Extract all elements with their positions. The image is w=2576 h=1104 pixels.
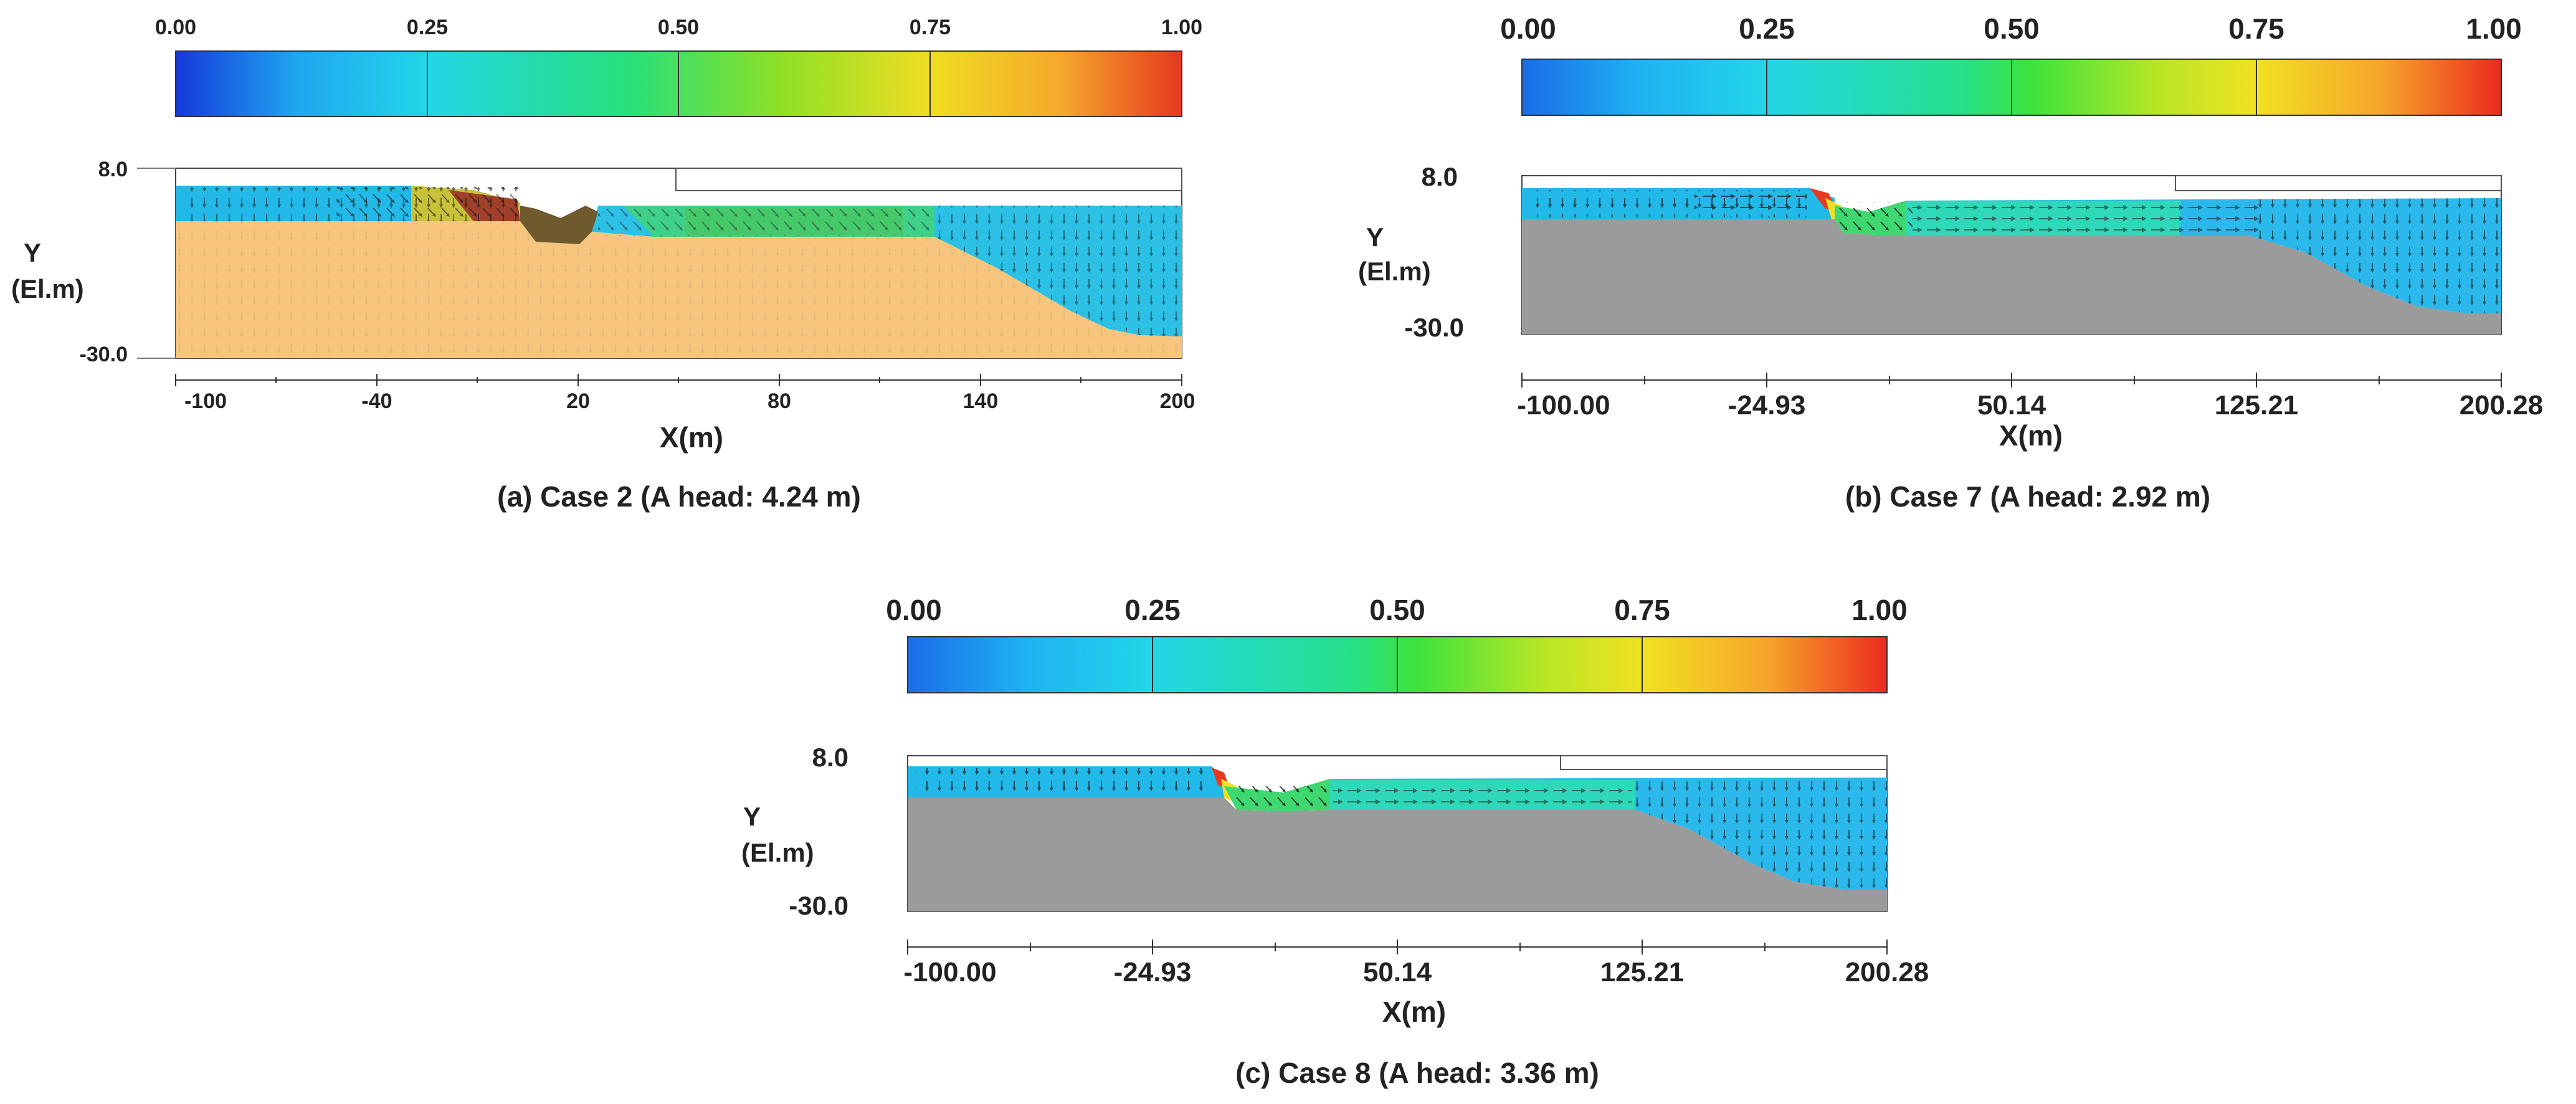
x-tick-c-2: 50.14: [1363, 957, 1432, 987]
x-tick-a-3: 80: [768, 389, 791, 413]
y-axis-c-bottom: -30.0: [789, 891, 848, 920]
y-axis-c-label-unit: (El.m): [741, 838, 814, 867]
colorbar-a: 0.00 0.25 0.50 0.75 1.00: [155, 16, 1202, 117]
x-tick-b-1: -24.93: [1728, 390, 1806, 421]
ground-c: [908, 797, 1887, 911]
colorbar-b-tick-4: 1.00: [2466, 12, 2522, 45]
x-axis-c-label: X(m): [1382, 996, 1446, 1028]
y-axis-c-top: 8.0: [812, 743, 848, 772]
x-tick-c-0: -100.00: [903, 957, 996, 987]
x-tick-c-4: 200.28: [1845, 957, 1929, 987]
panel-a: 0.00 0.25 0.50 0.75 1.00: [11, 16, 1202, 513]
y-axis-b-label: Y: [1366, 222, 1384, 252]
x-tick-b-0: -100.00: [1517, 390, 1610, 421]
x-tick-a-0: -100: [184, 389, 227, 413]
x-tick-b-3: 125.21: [2215, 390, 2299, 421]
panel-c: 0.00 0.25 0.50 0.75 1.00 8.0 -30.0 Y (El…: [741, 594, 1929, 1089]
colorbar-b-tick-2: 0.50: [1984, 12, 2040, 45]
panel-b: 0.00 0.25 0.50 0.75 1.00 8.0 -30.0 Y (El…: [1358, 12, 2543, 513]
colorbar-a-tick-3: 0.75: [910, 16, 951, 39]
colorbar-c-tick-2: 0.50: [1369, 594, 1425, 626]
x-tick-a-1: -40: [361, 389, 392, 413]
y-axis-a-top: 8.0: [98, 158, 128, 181]
caption-c: (c) Case 8 (A head: 3.36 m): [1235, 1057, 1599, 1089]
ground-b: [1522, 219, 2501, 335]
colorbar-b: 0.00 0.25 0.50 0.75 1.00: [1500, 12, 2522, 116]
x-axis-b-label: X(m): [1999, 419, 2063, 452]
x-tick-c-1: -24.93: [1114, 957, 1192, 987]
y-axis-a-bottom: -30.0: [80, 343, 128, 366]
plot-b: 8.0 -30.0 Y (El.m) -100.00 -24.93 50.14 …: [1358, 162, 2543, 452]
colorbar-c-tick-0: 0.00: [886, 594, 942, 626]
colorbar-c-tick-1: 0.25: [1124, 594, 1181, 626]
x-tick-c-3: 125.21: [1600, 957, 1685, 987]
y-axis-b-top: 8.0: [1422, 162, 1458, 191]
colorbar-b-tick-0: 0.00: [1500, 12, 1556, 45]
y-axis-a-label-unit: (El.m): [11, 274, 84, 303]
x-tick-b-2: 50.14: [1977, 390, 2046, 421]
colorbar-a-tick-0: 0.00: [155, 16, 196, 39]
plot-c: 8.0 -30.0 Y (El.m) -100.00 -24.93 50.14 …: [741, 743, 1929, 1028]
colorbar-a-tick-4: 1.00: [1161, 16, 1202, 39]
colorbar-a-tick-1: 0.25: [407, 16, 448, 39]
y-axis-b-label-unit: (El.m): [1358, 257, 1431, 286]
colorbar-b-tick-1: 0.25: [1739, 12, 1795, 45]
caption-b: (b) Case 7 (A head: 2.92 m): [1845, 480, 2210, 513]
x-tick-a-4: 140: [963, 389, 999, 413]
x-axis-a-label: X(m): [660, 421, 723, 454]
y-axis-c-label: Y: [743, 802, 761, 831]
y-axis-b-bottom: -30.0: [1404, 313, 1464, 342]
y-axis-a-label: Y: [24, 238, 41, 267]
colorbar-b-tick-3: 0.75: [2228, 12, 2284, 45]
caption-a: (a) Case 2 (A head: 4.24 m): [497, 480, 861, 513]
colorbar-c-tick-4: 1.00: [1851, 594, 1908, 626]
x-tick-a-5: 200: [1160, 389, 1195, 413]
x-tick-a-2: 20: [566, 389, 590, 413]
colorbar-a-tick-2: 0.50: [658, 16, 699, 39]
plot-a: 8.0 -30.0 Y (El.m) -100 -40 20 80 140 20: [11, 158, 1195, 454]
x-tick-b-4: 200.28: [2460, 390, 2544, 421]
colorbar-c: 0.00 0.25 0.50 0.75 1.00: [886, 594, 1908, 693]
colorbar-c-tick-3: 0.75: [1614, 594, 1670, 626]
